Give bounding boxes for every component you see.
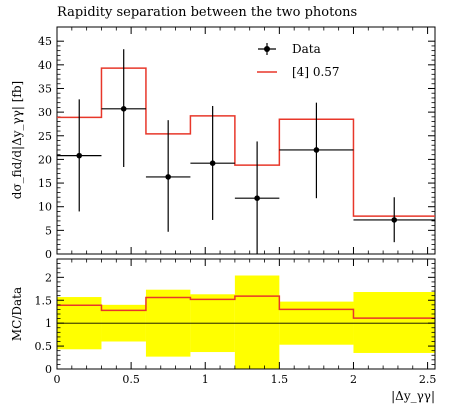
main-y-tick-label: 25 [38, 130, 52, 143]
ratio-ylabel: MC/Data [10, 287, 24, 341]
x-tick-label: 1 [202, 373, 209, 386]
main-ylabel-group: dσ_fid/d|Δy_γγ| [fb] [10, 81, 24, 199]
main-x-ticks [56, 27, 429, 254]
main-y-tick-label: 0 [45, 248, 52, 261]
main-ylabel: dσ_fid/d|Δy_γγ| [fb] [10, 81, 24, 199]
main-y-tick-label: 5 [45, 224, 52, 237]
ratio-y-ticks: 0 0.5 1 1.5 2 [35, 258, 435, 376]
ratio-panel: 0 0.5 1 1.5 2 0 0.5 1 1.5 2 2.5 [35, 258, 437, 386]
data-point [165, 174, 171, 180]
ratio-mc-line [57, 295, 435, 319]
main-y-tick-label: 10 [38, 201, 52, 214]
main-y-tick-label: 40 [38, 59, 52, 72]
x-tick-label: 2 [350, 373, 357, 386]
ratio-y-tick-label: 1 [45, 317, 52, 330]
legend: Data [4] 0.57 [257, 42, 340, 79]
ratio-y-tick-label: 2 [45, 271, 52, 284]
main-y-ticks: 0 5 10 15 20 25 30 35 40 45 [38, 35, 435, 261]
x-axis-label: |Δy_γγ| [391, 389, 435, 403]
ratio-band [57, 275, 435, 369]
ratio-y-tick-label: 0 [45, 363, 52, 376]
data-point [254, 195, 260, 201]
ratio-ylabel-group: MC/Data [10, 287, 24, 341]
data-point [391, 217, 398, 223]
ratio-x-ticks: 0 0.5 1 1.5 2 2.5 [54, 259, 437, 386]
data-point [76, 152, 83, 159]
data-point [120, 106, 127, 112]
main-y-tick-label: 20 [38, 153, 52, 166]
mc-histogram-line [57, 67, 435, 217]
main-histogram [57, 67, 435, 217]
x-tick-label: 1.5 [271, 373, 289, 386]
main-data-points [57, 49, 435, 254]
ratio-histogram [57, 295, 435, 319]
main-y-tick-label: 35 [38, 82, 52, 95]
main-y-tick-label: 15 [38, 177, 52, 190]
legend-mc-label: [4] 0.57 [292, 65, 340, 79]
ratio-y-tick-label: 1.5 [35, 294, 53, 307]
main-y-tick-label: 45 [38, 35, 52, 48]
x-tick-label: 2.5 [419, 373, 437, 386]
chart-title: Rapidity separation between the two phot… [57, 5, 357, 20]
ratio-y-tick-label: 0.5 [35, 340, 53, 353]
data-point [209, 160, 216, 166]
legend-data-marker [264, 46, 270, 52]
legend-data-label: Data [292, 42, 321, 56]
data-point [313, 147, 320, 153]
x-tick-label: 0.5 [122, 373, 140, 386]
main-panel: 0 5 10 15 20 25 30 35 40 45 [38, 26, 436, 261]
x-tick-label: 0 [54, 373, 61, 386]
ratio-uncertainty-band [234, 275, 280, 369]
main-y-tick-label: 30 [38, 106, 52, 119]
ratio-uncertainty-band [353, 292, 435, 353]
